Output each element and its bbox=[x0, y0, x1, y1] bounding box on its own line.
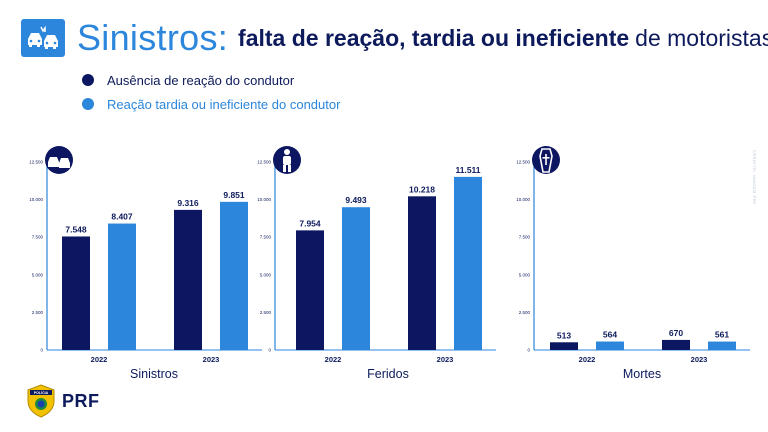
y-tick-label: 0 bbox=[268, 348, 271, 353]
x-tick-label: 2023 bbox=[437, 355, 454, 364]
bar bbox=[342, 207, 370, 350]
coffin-cross-icon bbox=[532, 146, 560, 174]
legend: Ausência de reação do condutor Reação ta… bbox=[82, 68, 340, 116]
image-credit: CRÉDITO: IMAGEM PRF bbox=[752, 150, 757, 205]
y-tick-label: 12.500 bbox=[29, 160, 43, 165]
page-header: Sinistros: falta de reação, tardia ou in… bbox=[21, 16, 768, 60]
y-tick-label: 5.000 bbox=[260, 272, 272, 277]
y-tick-label: 5.000 bbox=[519, 272, 531, 277]
x-tick-label: 2023 bbox=[691, 355, 708, 364]
chart-panel-sinistros: 0 2.500 5.000 7.500 10.000 12.500 7.548 8.407 20… bbox=[29, 146, 262, 381]
head-shape bbox=[284, 149, 290, 155]
y-tick-label: 7.500 bbox=[260, 235, 272, 240]
bar bbox=[454, 176, 482, 350]
bar bbox=[296, 230, 324, 350]
chart-title: Feridos bbox=[367, 367, 409, 381]
bar-value-label: 670 bbox=[669, 328, 683, 338]
bar-value-label: 11.511 bbox=[455, 165, 480, 175]
bar-value-label: 7.548 bbox=[65, 224, 87, 234]
bar-value-label: 9.493 bbox=[345, 195, 367, 205]
bar bbox=[108, 223, 136, 350]
legend-label: Reação tardia ou ineficiente do condutor bbox=[107, 96, 341, 112]
page-title-rest: de motoristas bbox=[635, 24, 768, 51]
car-shape bbox=[59, 158, 70, 168]
bar bbox=[550, 342, 578, 350]
y-tick-label: 10.000 bbox=[516, 197, 530, 202]
car-crash-icon bbox=[45, 146, 73, 174]
chart-panel-feridos: 0 2.500 5.000 7.500 10.000 12.500 7.954 9.493 20… bbox=[257, 146, 496, 381]
bar-value-label: 513 bbox=[557, 330, 571, 340]
legend-item: Reação tardia ou ineficiente do condutor bbox=[82, 92, 340, 116]
legend-swatch-dark bbox=[82, 74, 94, 86]
y-tick-label: 2.500 bbox=[519, 310, 531, 315]
chart-title: Mortes bbox=[623, 367, 661, 381]
page-title: Sinistros: bbox=[77, 17, 229, 58]
y-tick-label: 7.500 bbox=[519, 235, 531, 240]
y-tick-label: 7.500 bbox=[32, 235, 44, 240]
legend-label: Ausência de reação do condutor bbox=[107, 72, 295, 88]
bar-value-label: 9.316 bbox=[177, 198, 199, 208]
bar bbox=[662, 339, 690, 350]
torso-shape bbox=[283, 156, 291, 165]
bar bbox=[62, 236, 90, 350]
prf-logo-text: PRF bbox=[62, 390, 100, 411]
bar-value-label: 7.954 bbox=[299, 218, 321, 228]
y-tick-label: 5.000 bbox=[32, 272, 44, 277]
leg-shape bbox=[283, 165, 286, 172]
y-tick-label: 10.000 bbox=[257, 197, 271, 202]
cross-shape bbox=[542, 157, 550, 159]
leg-shape bbox=[288, 165, 291, 172]
x-tick-label: 2022 bbox=[325, 355, 342, 364]
y-tick-label: 10.000 bbox=[29, 197, 43, 202]
y-tick-label: 12.500 bbox=[257, 160, 271, 165]
y-tick-label: 2.500 bbox=[260, 310, 272, 315]
cross-shape bbox=[545, 154, 547, 165]
legend-item: Ausência de reação do condutor bbox=[82, 68, 340, 92]
x-tick-label: 2022 bbox=[91, 355, 108, 364]
car-shape bbox=[48, 157, 59, 167]
page-title-bold: falta de reação, tardia ou ineficiente bbox=[238, 24, 630, 51]
car-crash-icon bbox=[21, 19, 65, 57]
y-tick-label: 0 bbox=[40, 348, 43, 353]
y-tick-label: 2.500 bbox=[32, 310, 44, 315]
bar bbox=[708, 341, 736, 350]
prf-badge-icon: POLÍCIA bbox=[27, 384, 55, 418]
y-tick-label: 12.500 bbox=[516, 160, 530, 165]
x-tick-label: 2023 bbox=[203, 355, 220, 364]
legend-swatch-light bbox=[82, 98, 94, 110]
prf-brand: POLÍCIA PRF bbox=[26, 384, 100, 418]
injured-person-icon bbox=[273, 146, 301, 174]
prf-badge-text: POLÍCIA bbox=[34, 390, 49, 395]
bar bbox=[596, 341, 624, 350]
bar-value-label: 564 bbox=[603, 330, 617, 340]
coffin-shape bbox=[539, 148, 553, 173]
y-tick-label: 0 bbox=[527, 348, 530, 353]
bar-value-label: 10.218 bbox=[409, 184, 435, 194]
bar bbox=[174, 209, 202, 350]
bar-value-label: 561 bbox=[715, 330, 729, 340]
bar bbox=[220, 201, 248, 350]
bar-value-label: 9.851 bbox=[223, 190, 245, 200]
chart-title: Sinistros bbox=[130, 367, 178, 381]
bar bbox=[408, 196, 436, 350]
x-tick-label: 2022 bbox=[579, 355, 596, 364]
chart-panel-mortes: 0 2.500 5.000 7.500 10.000 12.500 513 564 2022 67… bbox=[516, 146, 750, 381]
bar-value-label: 8.407 bbox=[111, 212, 133, 222]
